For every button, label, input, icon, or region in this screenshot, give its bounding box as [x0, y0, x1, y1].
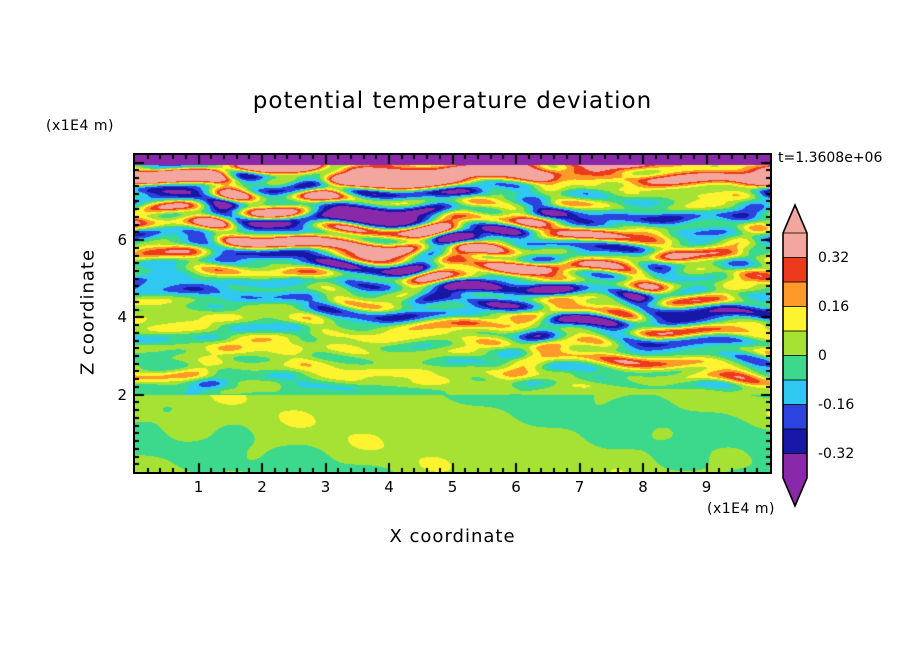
x-tick-label: 2	[257, 478, 267, 496]
x-tick-label: 7	[574, 478, 585, 496]
x-tick-label: 9	[701, 478, 712, 496]
colorbar-tick-label: 0.32	[818, 249, 850, 266]
x-axis-unit-label: (x1E4 m)	[707, 501, 775, 517]
x-tick-label: 3	[320, 478, 331, 496]
z-tick-label: 4	[117, 308, 127, 327]
x-tick-label: 5	[447, 478, 458, 496]
x-tick-label: 1	[193, 478, 204, 496]
colorbar-tick-label: 0	[818, 347, 827, 364]
colorbar-tick-label: 0.16	[818, 298, 850, 315]
colorbar	[782, 203, 808, 509]
time-annotation: t=1.3608e+06	[778, 150, 883, 166]
z-axis-unit-label: (x1E4 m)	[46, 118, 114, 134]
x-tick-label: 6	[511, 478, 521, 496]
x-axis-title: X coordinate	[389, 526, 516, 547]
chart-title: potential temperature deviation	[252, 88, 653, 114]
colorbar-tick-label: -0.16	[818, 396, 855, 413]
x-tick-label: 8	[638, 478, 648, 496]
z-tick-label: 6	[117, 231, 127, 250]
colorbar-tick-label: -0.32	[818, 445, 855, 462]
z-tick-label: 2	[117, 385, 127, 404]
x-tick-label: 4	[384, 478, 394, 496]
contour-plot	[133, 153, 772, 474]
